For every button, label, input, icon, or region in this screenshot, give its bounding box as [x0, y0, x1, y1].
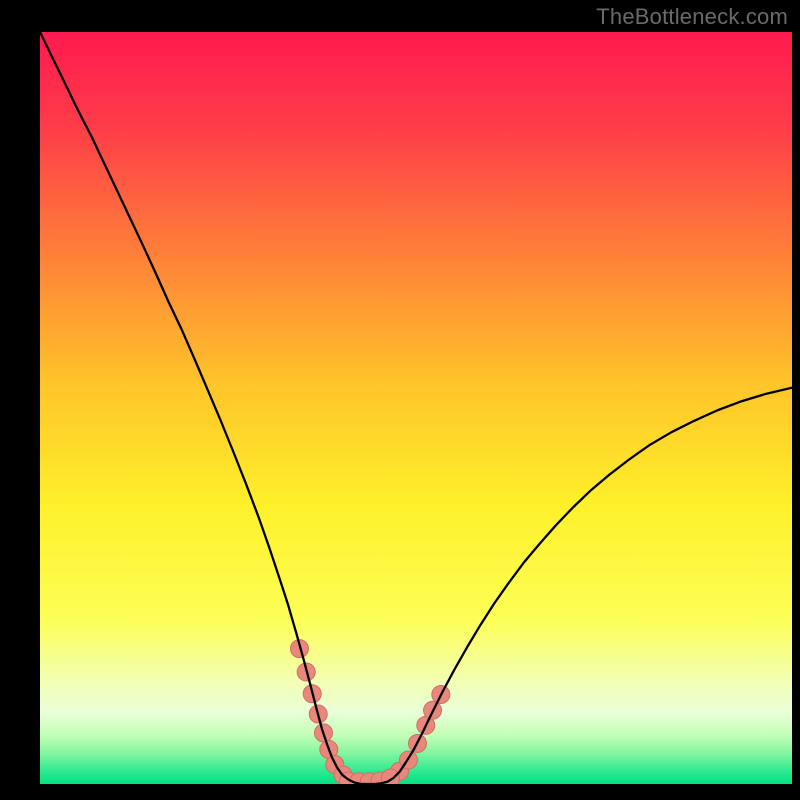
gradient-background: [40, 32, 792, 784]
bottleneck-chart: [40, 32, 792, 784]
watermark-label: TheBottleneck.com: [596, 4, 788, 30]
chart-frame: TheBottleneck.com: [0, 0, 800, 800]
